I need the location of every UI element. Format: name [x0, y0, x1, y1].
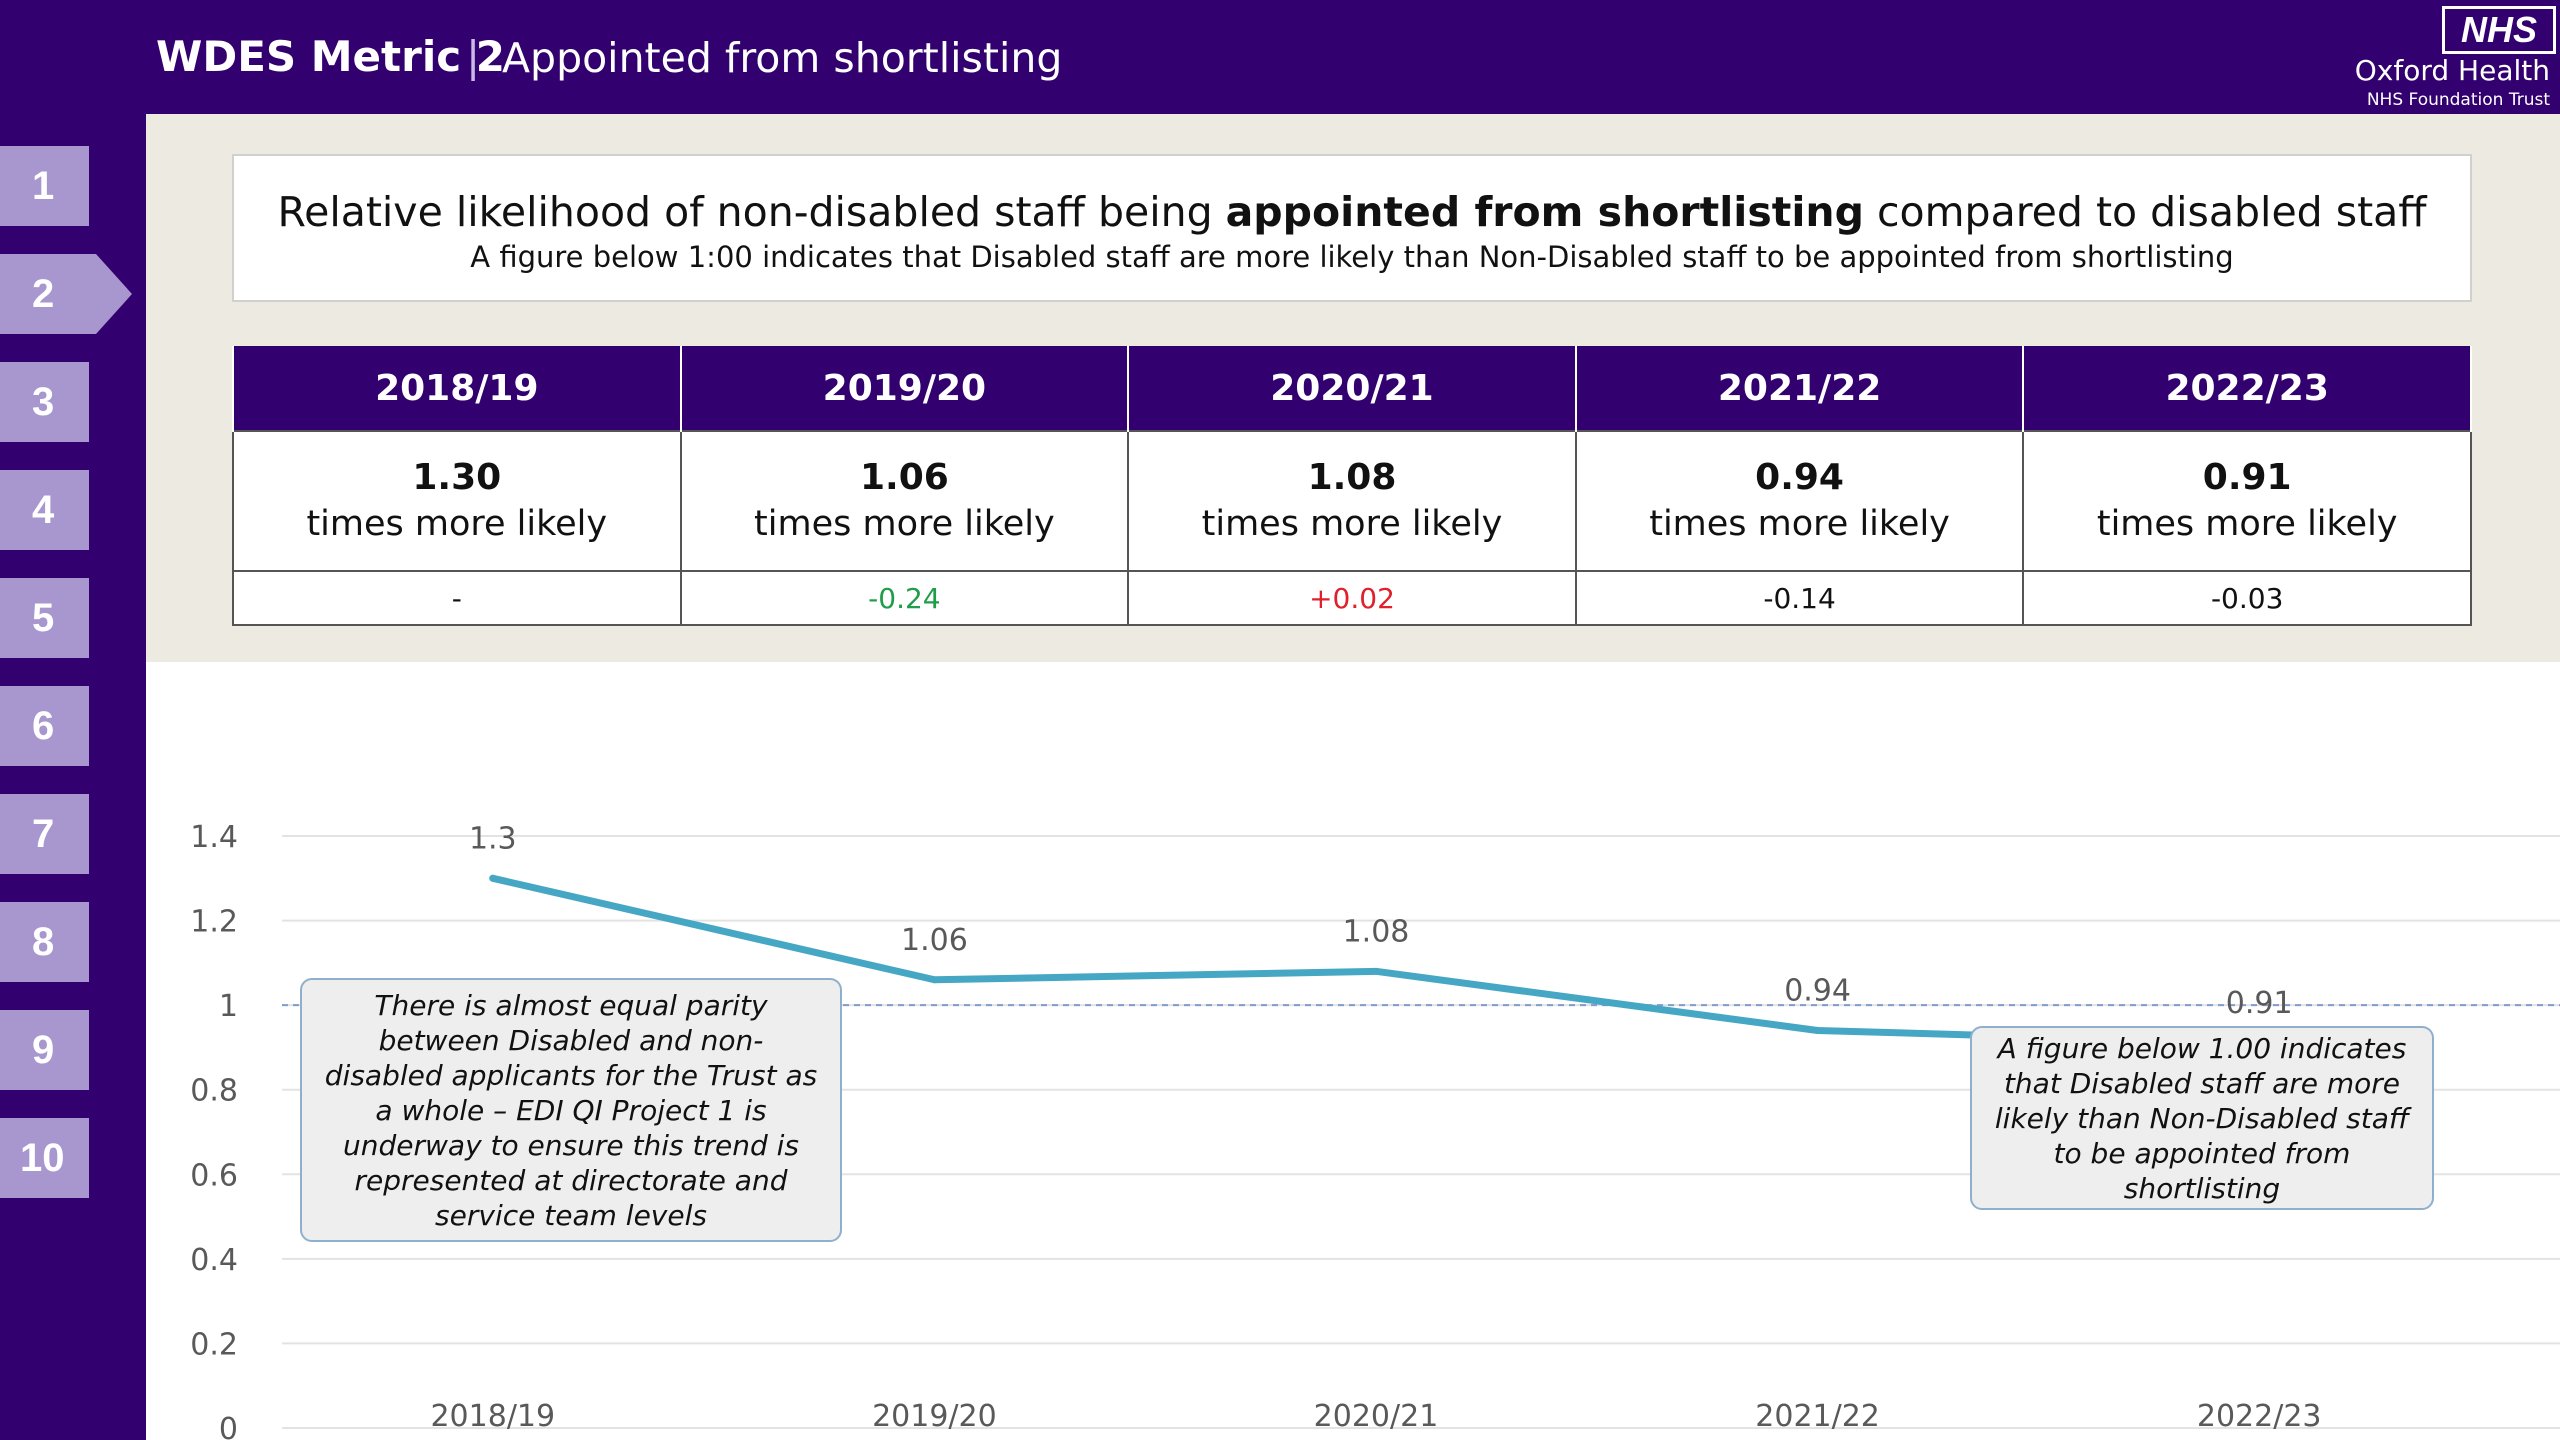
org-subtitle: NHS Foundation Trust — [2366, 90, 2550, 110]
data-point — [1372, 967, 1380, 975]
change-cell: - — [232, 570, 682, 626]
data-label: 1.3 — [469, 821, 517, 856]
ratio-unit: times more likely — [1201, 504, 1503, 544]
title-emphasis: appointed from shortlisting — [1225, 188, 1864, 236]
change-cell: -0.03 — [2022, 570, 2472, 626]
summary-table: 2018/19 2019/20 2020/21 2021/22 2022/23 … — [232, 346, 2472, 626]
y-tick-label: 0.2 — [190, 1327, 238, 1362]
data-label: 1.06 — [901, 923, 968, 958]
nav-item-6[interactable]: 6 — [0, 686, 89, 766]
header-bar: WDES Metric 2 | Appointed from shortlist… — [0, 0, 2560, 114]
ratio-value: 1.08 — [1307, 457, 1397, 498]
nav-item-5[interactable]: 5 — [0, 578, 89, 658]
nav-item-4[interactable]: 4 — [0, 470, 89, 550]
data-label: 0.94 — [1784, 974, 1851, 1009]
ratio-value: 0.94 — [1755, 457, 1844, 498]
value-cell: 0.94 times more likely — [1574, 430, 2025, 572]
chart-title: Relative likelihood of non-disabled staf… — [277, 188, 2427, 236]
y-tick-label: 0.6 — [190, 1158, 238, 1193]
ratio-unit: times more likely — [1649, 504, 1950, 544]
ratio-unit: times more likely — [306, 504, 608, 544]
value-cell: 1.30 times more likely — [232, 430, 682, 572]
x-tick-label: 2018/19 — [430, 1399, 555, 1434]
title-separator: | — [466, 32, 481, 81]
data-point — [930, 976, 938, 984]
nav-item-10[interactable]: 10 — [0, 1118, 89, 1198]
x-tick-label: 2021/22 — [1755, 1399, 1880, 1434]
y-tick-label: 0.4 — [190, 1243, 238, 1278]
ratio-unit: times more likely — [2096, 504, 2398, 544]
y-tick-label: 1 — [219, 989, 238, 1024]
data-label: 1.08 — [1343, 914, 1410, 949]
value-cell: 1.06 times more likely — [679, 430, 1130, 572]
y-tick-label: 1.2 — [190, 905, 238, 940]
summary-band: Relative likelihood of non-disabled staf… — [146, 114, 2560, 662]
year-header: 2019/20 — [679, 346, 1130, 431]
value-cell: 1.08 times more likely — [1127, 430, 1577, 572]
year-header: 2022/23 — [2022, 346, 2472, 431]
nav-item-8[interactable]: 8 — [0, 902, 89, 982]
note-right: A figure below 1.00 indicates that Disab… — [1970, 1026, 2434, 1210]
nav-item-1[interactable]: 1 — [0, 146, 89, 226]
note-left: There is almost equal parity between Dis… — [300, 978, 842, 1242]
value-cell: 0.91 times more likely — [2022, 430, 2472, 572]
ratio-unit: times more likely — [754, 504, 1055, 544]
title-note: A figure below 1:00 indicates that Disab… — [470, 240, 2234, 274]
change-cell: +0.02 — [1127, 570, 1577, 626]
y-tick-label: 1.4 — [190, 820, 238, 855]
nav-item-2[interactable]: 2 — [0, 254, 132, 334]
year-header: 2021/22 — [1574, 346, 2025, 431]
line-chart: 0 0.2 0.4 0.6 0.8 1 1.2 1.4 2018/19 2019/20 2020/2… — [190, 820, 2560, 1440]
year-header: 2018/19 — [232, 346, 682, 431]
data-point — [489, 874, 497, 882]
main-content: Relative likelihood of non-disabled staf… — [146, 114, 2560, 1440]
ratio-value: 1.06 — [859, 457, 949, 498]
metric-title: WDES Metric 2 — [156, 32, 505, 81]
nav-item-7[interactable]: 7 — [0, 794, 89, 874]
data-label: 0.91 — [2226, 986, 2293, 1021]
value-row: 1.30 times more likely 1.06 times more lik… — [232, 430, 2472, 572]
title-box: Relative likelihood of non-disabled staf… — [232, 154, 2472, 302]
change-row: - -0.24 +0.02 -0.14 -0.03 — [232, 570, 2472, 626]
data-point — [1814, 1027, 1822, 1035]
x-tick-label: 2020/21 — [1314, 1399, 1439, 1434]
ratio-value: 1.30 — [412, 457, 502, 498]
y-tick-label: 0.8 — [190, 1074, 238, 1109]
change-cell: -0.14 — [1574, 570, 2025, 626]
metric-subtitle: Appointed from shortlisting — [502, 34, 1063, 82]
nhs-logo: NHS — [2442, 6, 2556, 54]
change-cell: -0.24 — [679, 570, 1130, 626]
nav-item-9[interactable]: 9 — [0, 1010, 89, 1090]
nav-item-3[interactable]: 3 — [0, 362, 89, 442]
year-header: 2020/21 — [1127, 346, 1577, 431]
metric-nav: 1 2 3 4 5 6 7 8 9 10 — [0, 114, 146, 1440]
org-name: Oxford Health — [2354, 54, 2550, 87]
x-tick-label: 2022/23 — [2197, 1399, 2322, 1434]
x-tick-label: 2019/20 — [872, 1399, 997, 1434]
ratio-value: 0.91 — [2202, 457, 2292, 498]
y-tick-label: 0 — [219, 1412, 238, 1440]
